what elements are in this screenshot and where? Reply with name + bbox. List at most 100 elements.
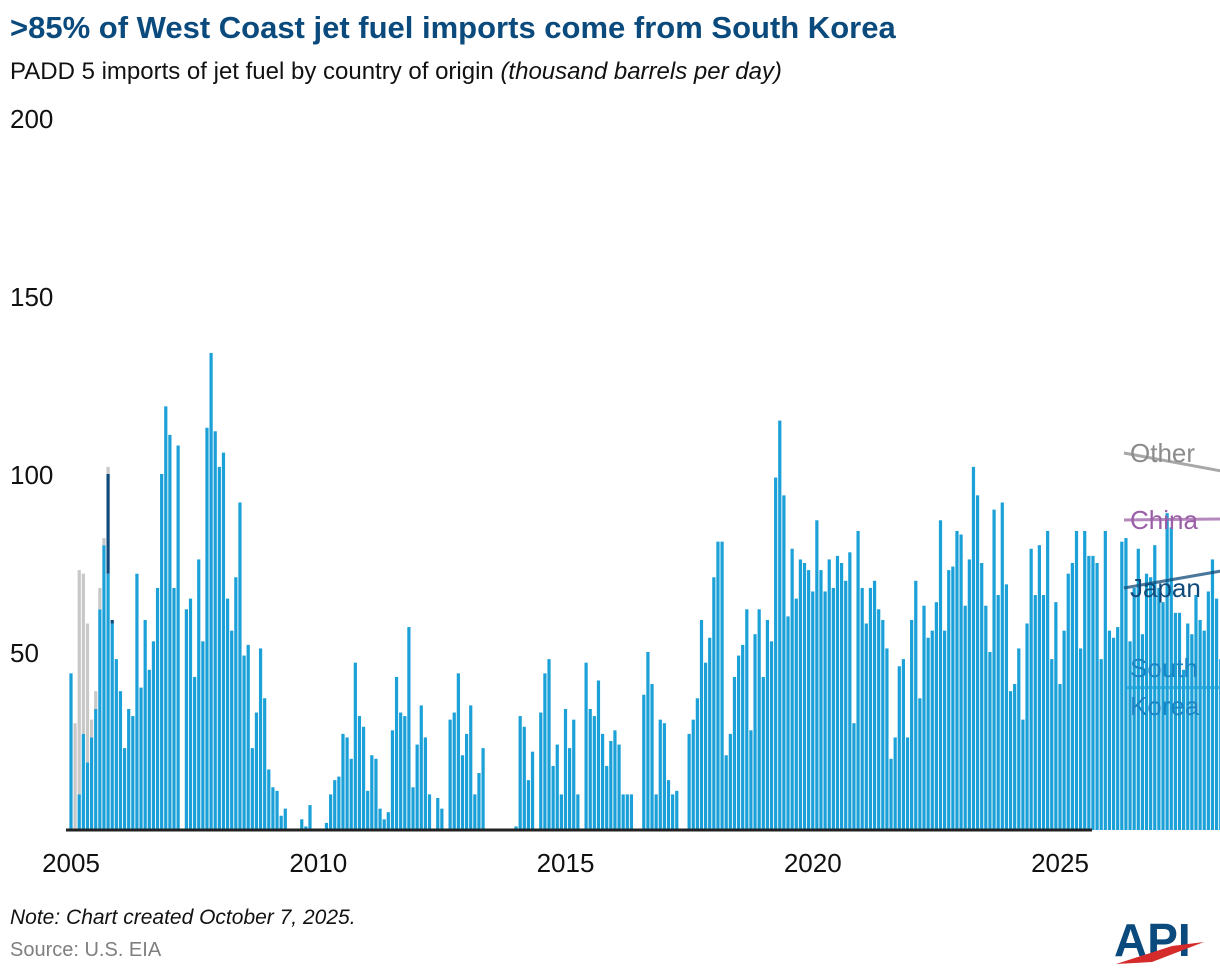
- bar-south-korea: [802, 563, 807, 830]
- bar-south-korea: [1177, 612, 1182, 830]
- bar-south-korea: [592, 716, 596, 830]
- bar-south-korea: [856, 530, 860, 830]
- bar-south-korea: [341, 733, 345, 830]
- bar-south-korea: [980, 563, 984, 830]
- bar-south-korea: [736, 655, 741, 830]
- bar-south-korea: [201, 641, 205, 830]
- bar-south-korea: [778, 420, 782, 830]
- bar-south-korea: [258, 648, 263, 830]
- bar-south-korea: [547, 659, 551, 830]
- bar-south-korea: [1074, 530, 1079, 830]
- legend-leader-other: [1123, 451, 1220, 473]
- bar-south-korea: [675, 790, 679, 830]
- bar-south-korea: [456, 673, 460, 830]
- bar-south-korea: [807, 570, 811, 830]
- bar-south-korea: [914, 580, 918, 830]
- bar-south-korea: [609, 741, 613, 830]
- bar-south-korea: [1107, 630, 1112, 830]
- bar-south-korea: [699, 619, 704, 830]
- bar-south-korea: [992, 509, 996, 830]
- bar-south-korea: [819, 570, 823, 830]
- bar-south-korea: [642, 694, 646, 830]
- bar-south-korea: [708, 637, 712, 830]
- bar-south-korea: [588, 708, 592, 830]
- bar-south-korea: [650, 684, 654, 830]
- bar-south-korea: [1091, 555, 1095, 830]
- bar-south-korea: [897, 666, 901, 830]
- bar-south-korea: [1111, 637, 1116, 830]
- bar-south-korea: [666, 780, 671, 830]
- bar-other: [85, 623, 90, 763]
- bar-south-korea: [905, 737, 910, 830]
- bar-south-korea: [885, 648, 889, 830]
- bar-south-korea: [217, 466, 221, 830]
- bar-south-korea: [646, 652, 650, 830]
- bar-south-korea: [329, 794, 333, 830]
- bar-south-korea: [1194, 595, 1198, 830]
- bar-south-korea: [1079, 648, 1083, 830]
- bar-south-korea: [835, 555, 840, 830]
- bar-south-korea: [1025, 623, 1029, 830]
- legend-label-china: China: [1130, 505, 1198, 535]
- bar-south-korea: [530, 751, 535, 830]
- bar-south-korea: [984, 605, 988, 830]
- bar-south-korea: [135, 573, 139, 830]
- bar-south-korea: [514, 826, 518, 830]
- bar-south-korea: [415, 744, 419, 830]
- bar-south-korea: [720, 541, 724, 830]
- bar-south-korea: [576, 794, 580, 830]
- bar-south-korea: [934, 602, 938, 830]
- bar-south-korea: [774, 477, 778, 830]
- bar-south-korea: [460, 755, 465, 830]
- bar-south-korea: [164, 406, 168, 830]
- bar-south-korea: [394, 676, 399, 830]
- bar-south-korea: [1173, 612, 1177, 830]
- chart-note: Note: Chart created October 7, 2025.: [10, 906, 356, 929]
- bar-south-korea: [658, 719, 662, 830]
- bar-south-korea: [390, 730, 395, 830]
- bar-south-korea: [844, 580, 848, 830]
- bar-south-korea: [127, 708, 131, 830]
- bar-south-korea: [250, 748, 254, 830]
- bar-south-korea: [1008, 691, 1013, 830]
- bar-south-korea: [1066, 573, 1070, 830]
- bar-south-korea: [452, 712, 456, 830]
- bar-south-korea: [1182, 669, 1186, 830]
- bar-south-korea: [279, 815, 283, 830]
- bar-south-korea: [1021, 719, 1025, 830]
- bar-south-korea: [1144, 573, 1149, 830]
- bar-south-korea: [551, 765, 555, 830]
- bar-south-korea: [353, 662, 357, 830]
- bar-south-korea: [225, 598, 230, 830]
- bar-south-korea: [370, 755, 374, 830]
- bar-south-korea: [559, 794, 563, 830]
- bar-south-korea: [831, 587, 835, 830]
- bar-south-korea: [399, 712, 403, 830]
- bar-other: [81, 573, 85, 734]
- bar-south-korea: [423, 737, 427, 830]
- legend-label-other: Other: [1130, 438, 1195, 468]
- subtitle-main: PADD 5 imports of jet fuel by country of…: [10, 58, 501, 85]
- bar-south-korea: [621, 794, 625, 830]
- bar-south-korea: [246, 644, 250, 830]
- bar-south-korea: [1083, 530, 1087, 830]
- api-logo-swoosh: [1116, 942, 1204, 964]
- bar-south-korea: [757, 609, 761, 830]
- y-tick-label: 50: [10, 638, 39, 668]
- bar-south-korea: [522, 726, 526, 830]
- bar-south-korea: [324, 822, 329, 830]
- bar-south-korea: [436, 797, 440, 830]
- bar-south-korea: [745, 609, 749, 830]
- bar-south-korea: [427, 794, 432, 830]
- y-tick-label: 200: [10, 104, 53, 134]
- bar-south-korea: [860, 587, 864, 830]
- bar-south-korea: [1206, 591, 1210, 830]
- bar-south-korea: [724, 755, 728, 830]
- x-tick-label: 2020: [784, 848, 842, 878]
- bar-other: [106, 466, 110, 474]
- bar-south-korea: [769, 641, 774, 830]
- bar-south-korea: [1136, 548, 1140, 830]
- legend-label-south-korea: Korea: [1130, 691, 1200, 721]
- bar-south-korea: [695, 698, 699, 830]
- bar-south-korea: [1103, 530, 1107, 830]
